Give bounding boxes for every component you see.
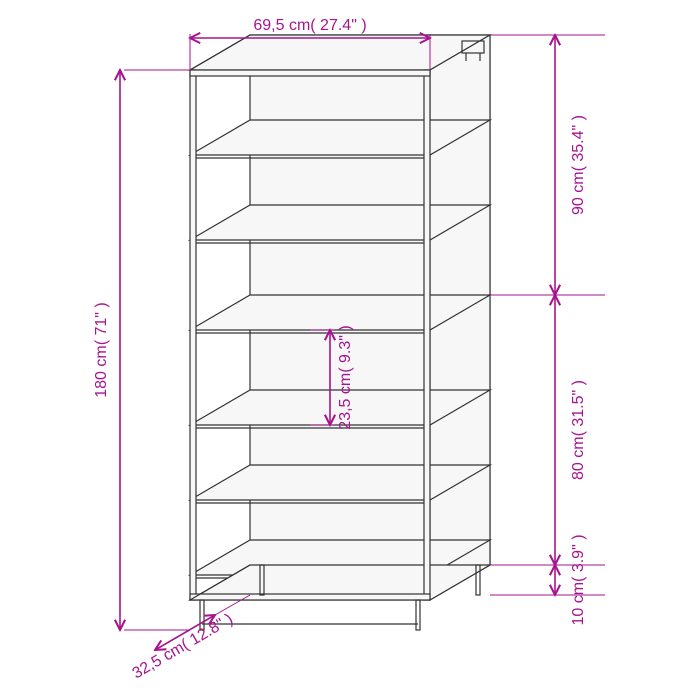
furniture-dimension-diagram: 69,5 cm( 27.4" ) 180 cm( 71" ) 90 cm( 35.4… [0,0,700,700]
label-width: 69,5 cm( 27.4" ) [253,17,366,34]
label-depth: 32,5 cm( 12.8" ) [130,611,236,683]
label-upper: 90 cm( 35.4" ) [570,115,587,215]
label-height: 180 cm( 71" ) [93,302,110,398]
right-stile [424,70,430,600]
left-stile [190,70,196,600]
label-shelf: 23,5 cm( 9.3" ) [337,325,354,429]
leg [416,600,420,630]
label-legs: 10 cm( 3.9" ) [570,534,587,625]
label-lower: 80 cm( 31.5" ) [570,380,587,480]
